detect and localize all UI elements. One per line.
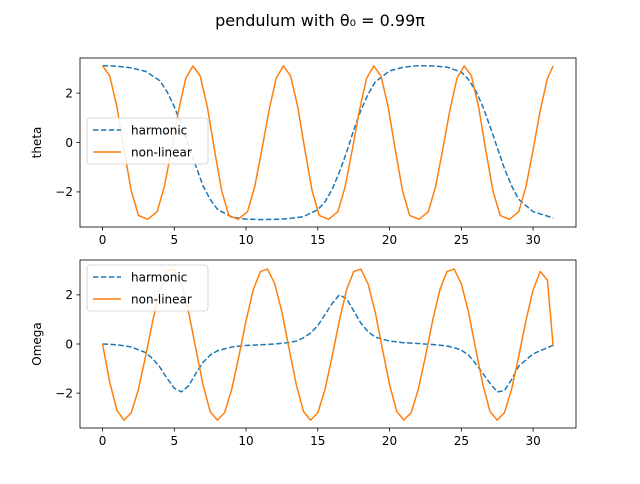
legend-label: non-linear <box>131 145 192 159</box>
legend-label: harmonic <box>131 123 187 137</box>
legend: harmonic non-linear <box>87 265 208 311</box>
legend-label: harmonic <box>131 270 187 284</box>
y-tick-label: 2 <box>65 288 73 302</box>
legend-label: non-linear <box>131 292 192 306</box>
y-tick-label: 0 <box>65 337 73 351</box>
y-tick-label: −2 <box>55 185 73 199</box>
y-tick-label: 0 <box>65 136 73 150</box>
x-tick-label: 30 <box>525 434 540 448</box>
x-tick-label: 15 <box>310 233 325 247</box>
x-tick-label: 10 <box>238 233 253 247</box>
x-tick-label: 30 <box>525 233 540 247</box>
x-tick-label: 5 <box>170 233 178 247</box>
x-tick-label: 15 <box>310 434 325 448</box>
legend: harmonic non-linear <box>87 118 208 164</box>
x-tick-label: 20 <box>382 434 397 448</box>
x-tick-label: 0 <box>99 434 107 448</box>
y-axis-label: Omega <box>30 322 44 366</box>
x-tick-label: 5 <box>170 434 178 448</box>
x-tick-label: 25 <box>454 233 469 247</box>
figure-title: pendulum with θ₀ = 0.99π <box>215 11 425 30</box>
x-tick-label: 10 <box>238 434 253 448</box>
x-tick-label: 0 <box>99 233 107 247</box>
x-tick-label: 25 <box>454 434 469 448</box>
y-tick-label: −2 <box>55 386 73 400</box>
y-axis-label: theta <box>30 127 44 159</box>
x-tick-label: 20 <box>382 233 397 247</box>
y-tick-label: 2 <box>65 86 73 100</box>
